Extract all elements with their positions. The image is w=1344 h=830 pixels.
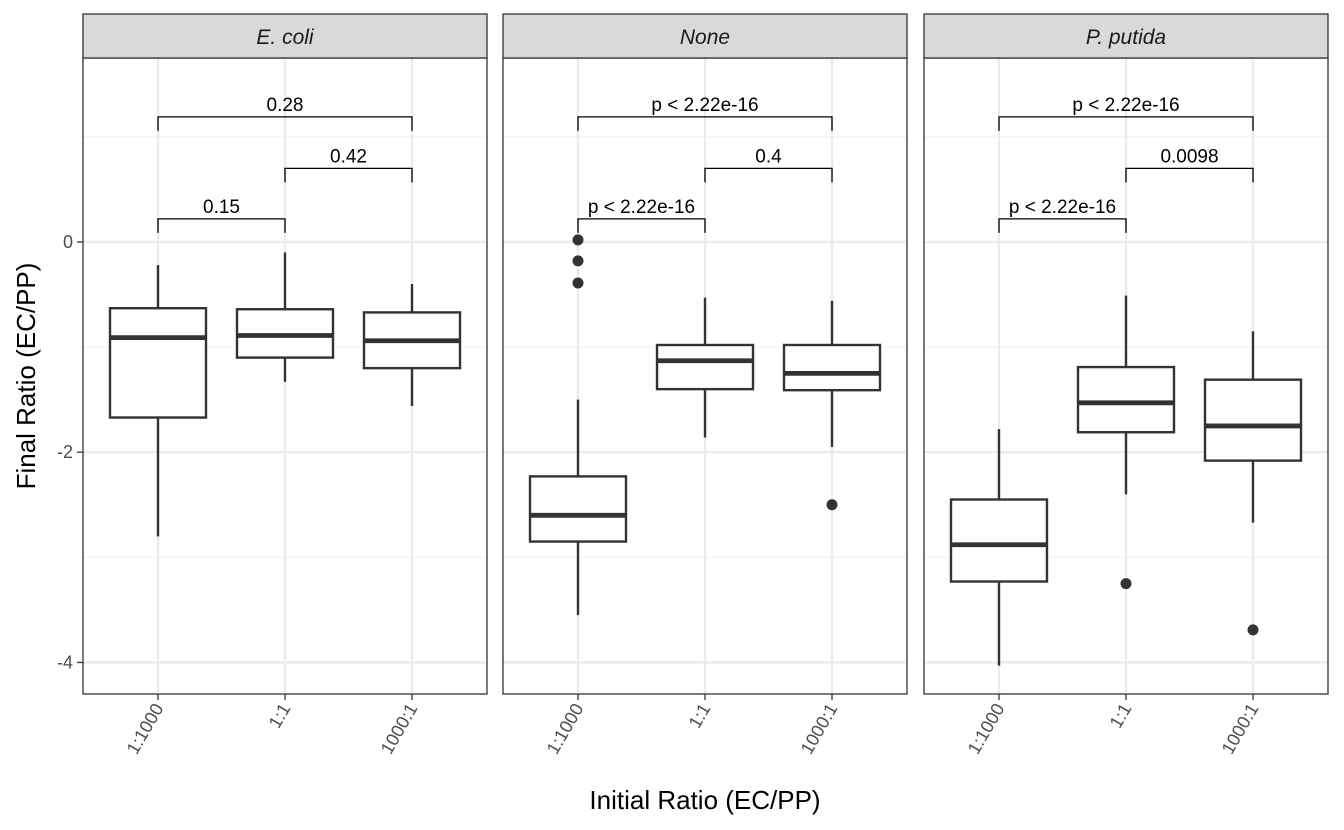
- box-iqr: [782, 343, 882, 392]
- bracket-line: [998, 116, 1254, 131]
- bracket-label: p < 2.22e-16: [1072, 95, 1179, 116]
- box-iqr: [528, 475, 628, 543]
- facet-strip-label: P. putida: [1086, 26, 1166, 49]
- significance-bracket: 0.4: [704, 146, 833, 183]
- bracket-label: p < 2.22e-16: [588, 197, 695, 218]
- outlier-point: [1120, 578, 1132, 590]
- bracket-line: [704, 167, 833, 183]
- y-tick-label: 0: [63, 232, 73, 252]
- box-1:1: [235, 252, 335, 382]
- bracket-line: [577, 218, 706, 233]
- bracket-line: [284, 167, 413, 183]
- box-iqr: [1076, 365, 1176, 434]
- x-axis-title: Initial Ratio (EC/PP): [589, 785, 820, 815]
- bracket-label: 0.28: [267, 95, 304, 116]
- box-1:1: [655, 297, 755, 438]
- outlier-point: [1247, 624, 1259, 636]
- bracket-label: 0.4: [755, 146, 782, 167]
- facet-strip: [502, 13, 908, 59]
- box-iqr: [1203, 378, 1303, 462]
- bracket-line: [998, 218, 1127, 233]
- box-iqr: [655, 343, 755, 391]
- box-1:1000: [108, 265, 208, 537]
- bracket-line: [1125, 167, 1254, 183]
- significance-bracket: p < 2.22e-16: [998, 95, 1254, 131]
- outlier-point: [572, 277, 584, 289]
- facet-strip: [923, 13, 1329, 59]
- bracket-label: 0.42: [330, 146, 367, 167]
- box-iqr: [108, 306, 208, 419]
- outlier-point: [572, 255, 584, 267]
- box-1000:1: [782, 300, 882, 511]
- significance-bracket: p < 2.22e-16: [577, 95, 833, 131]
- box-1000:1: [1203, 331, 1303, 636]
- significance-bracket: 0.42: [284, 146, 413, 183]
- significance-bracket: 0.15: [157, 197, 286, 233]
- outlier-point: [826, 499, 838, 511]
- facet-strip-label: None: [680, 26, 730, 49]
- bracket-line: [577, 116, 833, 131]
- significance-bracket: 0.28: [157, 95, 413, 131]
- outlier-point: [572, 234, 584, 246]
- box-iqr: [949, 498, 1049, 583]
- facet-strip: [82, 13, 488, 59]
- bracket-line: [157, 218, 286, 233]
- significance-bracket: p < 2.22e-16: [577, 197, 706, 233]
- significance-bracket: 0.0098: [1125, 146, 1254, 183]
- box-1:1000: [949, 429, 1049, 666]
- box-1:1000: [528, 234, 628, 616]
- y-tick-label: -4: [57, 652, 73, 672]
- facet-strip-label: E. coli: [256, 26, 315, 49]
- bracket-label: p < 2.22e-16: [1009, 197, 1116, 218]
- bracket-label: p < 2.22e-16: [651, 95, 758, 116]
- bracket-line: [157, 116, 413, 131]
- y-axis: -4 -2 0: [57, 232, 83, 672]
- box-1:1: [1076, 295, 1176, 590]
- y-axis-title: Final Ratio (EC/PP): [11, 263, 41, 490]
- bracket-label: 0.15: [203, 197, 240, 218]
- significance-bracket: p < 2.22e-16: [998, 197, 1127, 233]
- box-1000:1: [362, 284, 462, 406]
- bracket-label: 0.0098: [1160, 146, 1218, 167]
- y-tick-label: -2: [57, 442, 73, 462]
